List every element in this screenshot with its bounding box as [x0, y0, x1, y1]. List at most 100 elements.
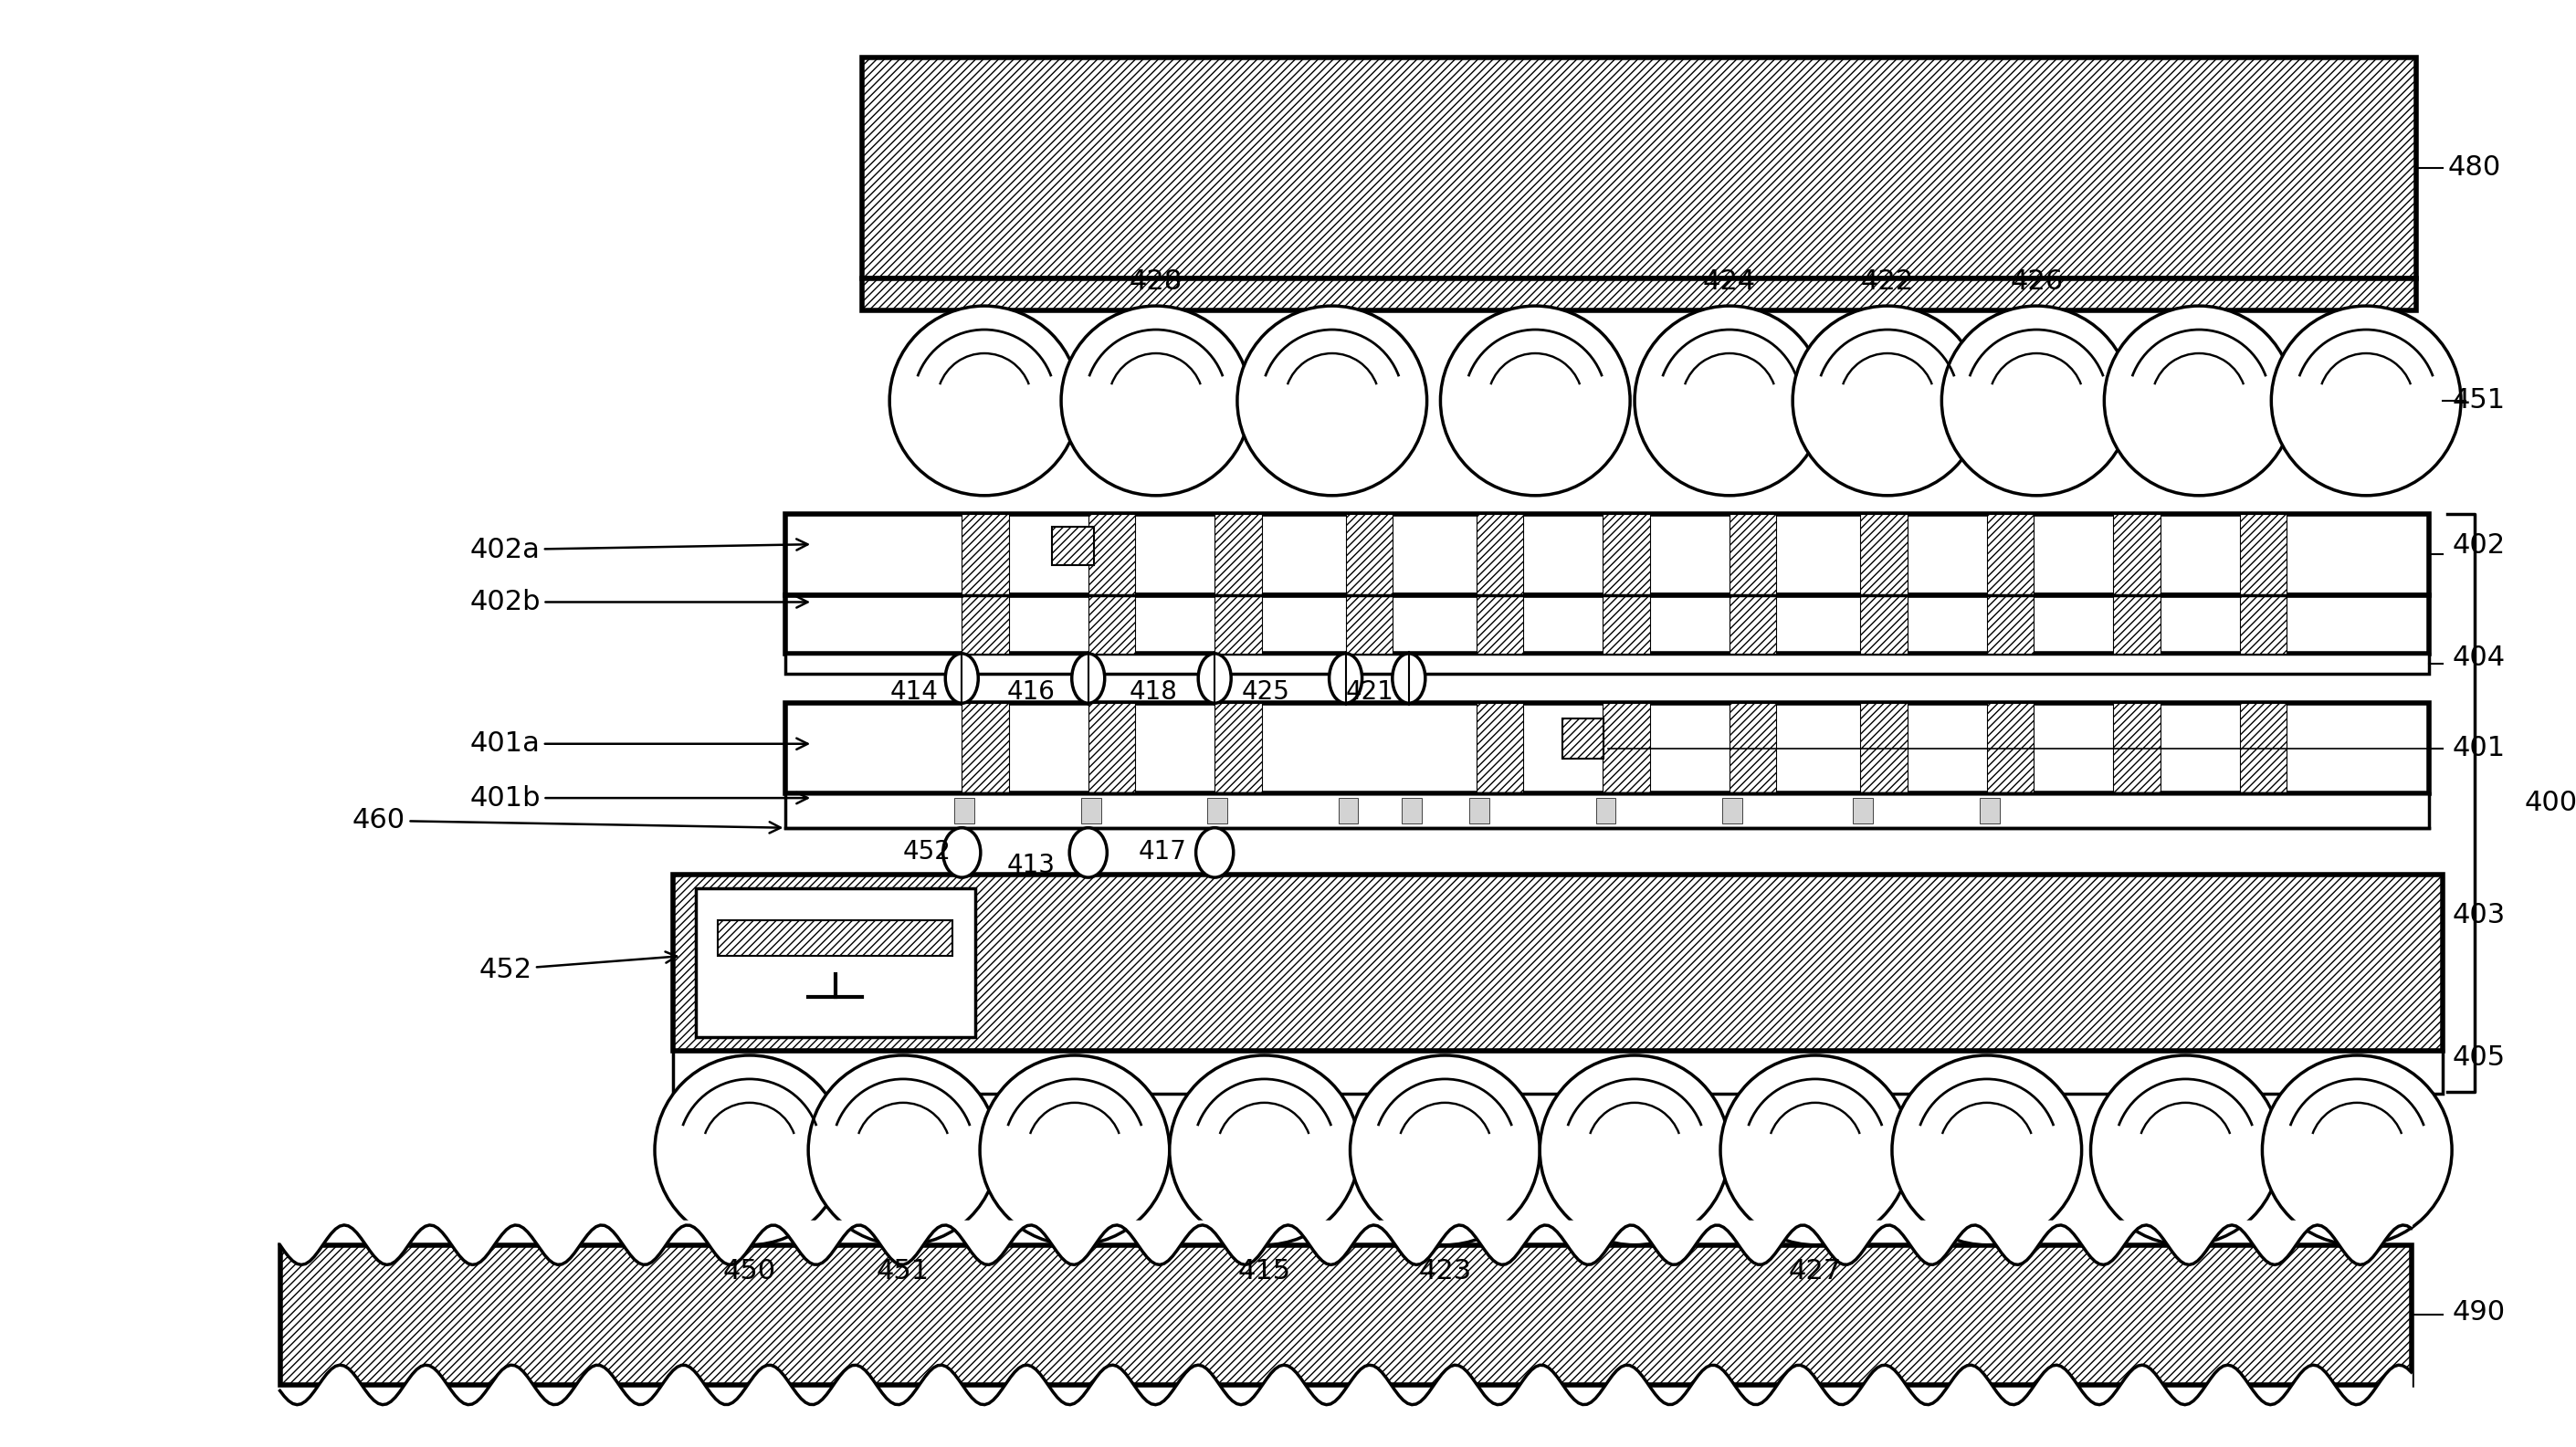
- Text: 402: 402: [2452, 532, 2504, 559]
- Bar: [1860, 595, 1906, 654]
- Circle shape: [2262, 1055, 2452, 1244]
- Text: 428: 428: [1128, 269, 1182, 295]
- Bar: [1564, 719, 1605, 758]
- Bar: [1087, 703, 1136, 793]
- Bar: [1602, 514, 1651, 595]
- Text: 401a: 401a: [469, 731, 809, 757]
- Text: 427: 427: [1788, 1259, 1842, 1285]
- Bar: [2239, 703, 2287, 793]
- Bar: [2112, 514, 2161, 595]
- Bar: [1476, 703, 1522, 793]
- Circle shape: [889, 305, 1079, 495]
- Ellipse shape: [943, 828, 981, 877]
- Bar: [672, 875, 2442, 1051]
- Bar: [1051, 527, 1095, 564]
- Circle shape: [1540, 1055, 1728, 1244]
- Bar: [1340, 797, 1358, 823]
- Bar: [786, 654, 2429, 673]
- Bar: [863, 58, 2416, 279]
- Circle shape: [1793, 305, 1984, 495]
- Bar: [1087, 514, 1136, 595]
- Text: 415: 415: [1239, 1259, 1291, 1285]
- Bar: [1087, 595, 1136, 654]
- Bar: [1401, 797, 1422, 823]
- Bar: [1986, 514, 2035, 595]
- Bar: [2112, 595, 2161, 654]
- Text: 426: 426: [2009, 269, 2063, 295]
- Bar: [1345, 514, 1394, 595]
- Circle shape: [1942, 305, 2130, 495]
- Bar: [1728, 595, 1777, 654]
- Text: 404: 404: [2452, 645, 2504, 671]
- Circle shape: [809, 1055, 997, 1244]
- Text: 425: 425: [1242, 680, 1291, 705]
- Circle shape: [2105, 305, 2293, 495]
- Bar: [1728, 703, 1777, 793]
- Bar: [1986, 595, 2035, 654]
- Text: 422: 422: [1860, 269, 1914, 295]
- Circle shape: [1170, 1055, 1360, 1244]
- Text: 418: 418: [1128, 680, 1177, 705]
- Circle shape: [654, 1055, 845, 1244]
- Bar: [1476, 595, 1522, 654]
- Bar: [786, 514, 2429, 595]
- Ellipse shape: [1195, 828, 1234, 877]
- Ellipse shape: [1198, 654, 1231, 703]
- Bar: [961, 595, 1010, 654]
- Text: 421: 421: [1345, 680, 1394, 705]
- Bar: [1852, 797, 1873, 823]
- Text: 401: 401: [2452, 735, 2504, 761]
- Text: 490: 490: [2452, 1299, 2504, 1325]
- Bar: [2112, 703, 2161, 793]
- Bar: [1345, 595, 1394, 654]
- Text: 451: 451: [876, 1259, 930, 1285]
- Bar: [1723, 797, 1741, 823]
- Bar: [961, 703, 1010, 793]
- Circle shape: [1236, 305, 1427, 495]
- Text: 400: 400: [2524, 789, 2576, 816]
- Text: 405: 405: [2452, 1045, 2504, 1071]
- Bar: [672, 1051, 2442, 1094]
- Bar: [1468, 797, 1489, 823]
- Text: 423: 423: [1419, 1259, 1471, 1285]
- Bar: [786, 595, 2429, 654]
- Circle shape: [1350, 1055, 1540, 1244]
- Circle shape: [2272, 305, 2460, 495]
- Bar: [863, 279, 2416, 311]
- Ellipse shape: [945, 654, 979, 703]
- Bar: [1208, 797, 1226, 823]
- Bar: [1595, 797, 1615, 823]
- Circle shape: [1440, 305, 1631, 495]
- Bar: [1986, 703, 2035, 793]
- Bar: [956, 797, 974, 823]
- Text: 417: 417: [1139, 839, 1185, 865]
- Circle shape: [979, 1055, 1170, 1244]
- Text: 460: 460: [353, 807, 781, 833]
- Bar: [1860, 703, 1906, 793]
- Text: 452: 452: [479, 952, 677, 983]
- Text: 424: 424: [1703, 269, 1757, 295]
- Text: 416: 416: [1007, 680, 1056, 705]
- Text: 450: 450: [724, 1259, 775, 1285]
- Text: 402b: 402b: [469, 589, 809, 615]
- Bar: [696, 888, 976, 1037]
- Bar: [1216, 514, 1262, 595]
- Text: 414: 414: [889, 680, 938, 705]
- Text: 451: 451: [2452, 388, 2504, 414]
- Bar: [1216, 703, 1262, 793]
- Bar: [1476, 514, 1522, 595]
- Text: 413: 413: [1007, 852, 1056, 878]
- Circle shape: [1636, 305, 1824, 495]
- Text: 403: 403: [2452, 901, 2504, 929]
- Bar: [1728, 514, 1777, 595]
- Text: 402a: 402a: [469, 537, 809, 563]
- Bar: [961, 514, 1010, 595]
- Bar: [1978, 797, 1999, 823]
- Bar: [2239, 514, 2287, 595]
- Circle shape: [2092, 1055, 2280, 1244]
- Text: 480: 480: [2447, 155, 2501, 181]
- Ellipse shape: [1394, 654, 1425, 703]
- Bar: [1602, 595, 1651, 654]
- Circle shape: [1721, 1055, 1909, 1244]
- Ellipse shape: [1329, 654, 1363, 703]
